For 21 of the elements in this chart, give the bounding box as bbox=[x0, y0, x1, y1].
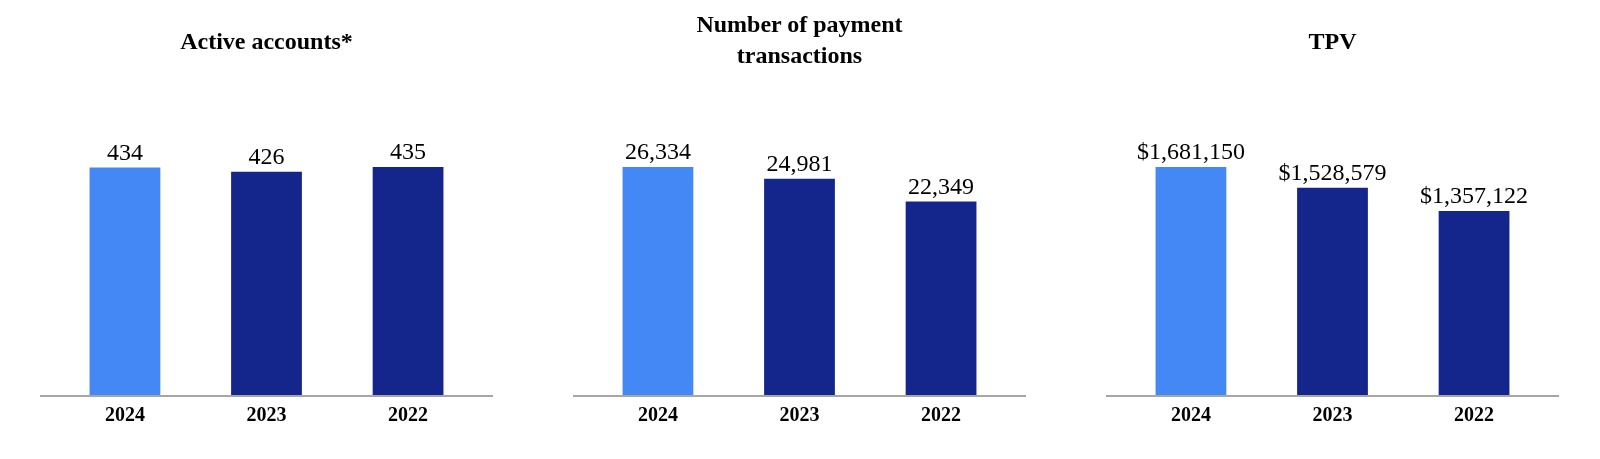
data-label: 435 bbox=[390, 138, 427, 164]
x-tick-label: 2023 bbox=[779, 403, 820, 425]
x-tick-label: 2024 bbox=[1170, 403, 1211, 425]
data-label: 24,981 bbox=[766, 149, 833, 176]
x-tick-label: 2022 bbox=[1454, 403, 1495, 425]
data-label: 426 bbox=[248, 142, 285, 169]
chart-title: TPV bbox=[1308, 27, 1358, 54]
data-label: $1,528,579 bbox=[1278, 158, 1387, 185]
x-tick-label: 2024 bbox=[637, 403, 678, 425]
x-tick-label: 2023 bbox=[1312, 403, 1353, 425]
chart-title: Number of payment transactions bbox=[696, 10, 903, 69]
x-tick-label: 2024 bbox=[104, 403, 145, 425]
data-label: $1,357,122 bbox=[1420, 181, 1529, 208]
x-tick-label: 2022 bbox=[388, 403, 429, 425]
data-label: 22,349 bbox=[908, 172, 975, 199]
x-tick-label: 2023 bbox=[246, 403, 287, 425]
data-label: $1,681,150 bbox=[1136, 138, 1245, 164]
chart-title: Active accounts* bbox=[180, 27, 353, 54]
x-tick-label: 2022 bbox=[921, 403, 962, 425]
data-label: 26,334 bbox=[624, 138, 691, 164]
data-label: 434 bbox=[106, 138, 143, 165]
